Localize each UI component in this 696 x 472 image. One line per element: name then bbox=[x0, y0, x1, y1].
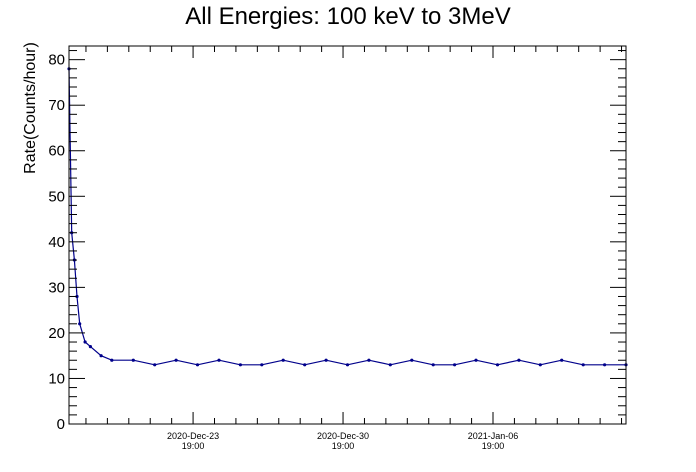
series-line bbox=[68, 68, 626, 366]
plot-frame bbox=[68, 45, 627, 425]
y-tick-label: 0 bbox=[57, 416, 65, 433]
y-tick-label: 50 bbox=[48, 188, 65, 205]
chart-title: All Energies: 100 keV to 3MeV bbox=[185, 3, 511, 30]
data-point bbox=[174, 358, 178, 362]
data-point bbox=[431, 363, 435, 367]
data-point bbox=[388, 363, 392, 367]
data-point bbox=[83, 340, 87, 344]
data-point bbox=[581, 363, 585, 367]
data-point bbox=[153, 363, 157, 367]
data-series bbox=[67, 67, 628, 367]
data-point bbox=[453, 363, 457, 367]
data-point bbox=[110, 358, 114, 362]
x-tick-label-date: 2020-Dec-30 bbox=[317, 431, 369, 441]
data-point bbox=[131, 358, 135, 362]
y-tick-label: 70 bbox=[48, 97, 65, 114]
y-axis-label: Rate(Counts/hour) bbox=[22, 42, 39, 174]
data-point bbox=[367, 358, 371, 362]
data-point bbox=[195, 363, 200, 367]
data-point bbox=[603, 363, 607, 367]
data-point bbox=[410, 358, 414, 362]
x-tick-label-time: 19:00 bbox=[182, 441, 205, 451]
data-point bbox=[324, 358, 328, 362]
x-tick-label-date: 2021-Jan-06 bbox=[468, 431, 519, 441]
data-point bbox=[260, 363, 264, 367]
x-tick-label-date: 2020-Dec-23 bbox=[167, 431, 219, 441]
x-tick-label-time: 19:00 bbox=[482, 441, 505, 451]
y-tick-label: 40 bbox=[48, 234, 65, 251]
data-point bbox=[560, 358, 564, 362]
data-point bbox=[99, 354, 103, 358]
data-point bbox=[281, 358, 285, 362]
data-point bbox=[517, 358, 521, 362]
y-tick-label: 30 bbox=[48, 279, 65, 296]
data-point bbox=[78, 322, 82, 326]
data-point bbox=[345, 363, 350, 367]
y-tick-label: 10 bbox=[48, 370, 65, 387]
data-point bbox=[538, 363, 542, 367]
data-point bbox=[88, 345, 92, 349]
data-point bbox=[238, 363, 242, 367]
y-tick-label: 20 bbox=[48, 325, 65, 342]
y-tick-label: 60 bbox=[48, 143, 65, 160]
y-tick-label: 80 bbox=[48, 52, 65, 69]
axes: 010203040506070802020-Dec-2319:002020-De… bbox=[48, 46, 626, 451]
x-tick-label-time: 19:00 bbox=[332, 441, 355, 451]
data-point bbox=[495, 363, 500, 367]
data-point bbox=[474, 358, 478, 362]
data-point bbox=[217, 358, 221, 362]
series-0 bbox=[67, 67, 628, 367]
data-point bbox=[303, 363, 307, 367]
